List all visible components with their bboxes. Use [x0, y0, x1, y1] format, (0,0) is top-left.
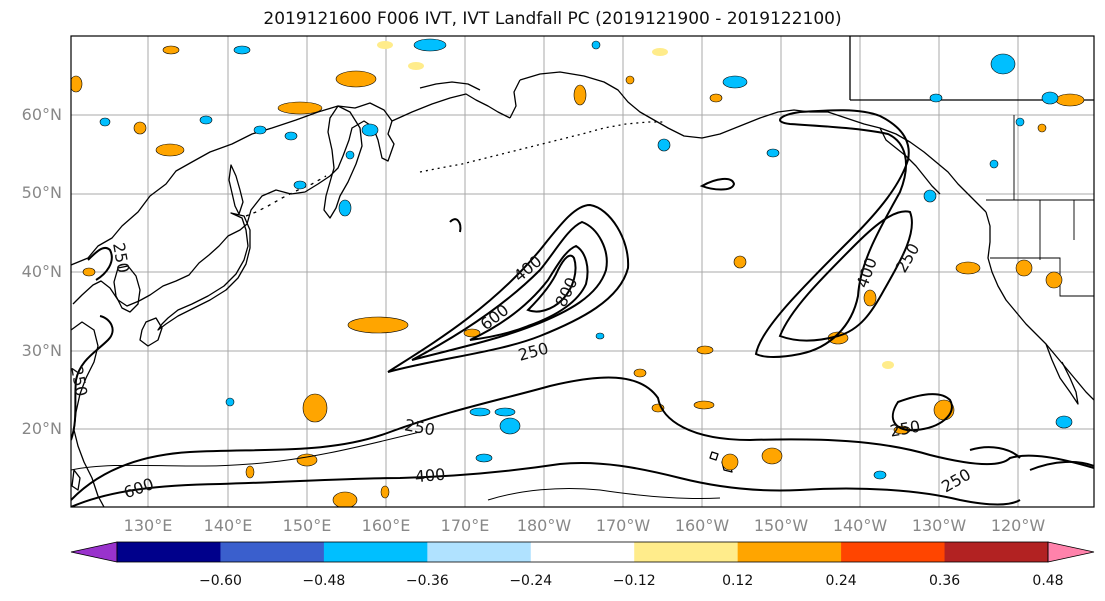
- lon-label: 130°W: [912, 516, 967, 535]
- lat-label-30n: 30°N: [22, 341, 62, 360]
- lon-label: 170°W: [596, 516, 651, 535]
- lon-labels: 130°E 140°E 150°E 160°E 170°E 180°W 170°W 160°W…: [124, 516, 1046, 535]
- colorbar-segment: [944, 542, 1049, 562]
- contour-label: 400: [414, 465, 446, 487]
- lon-label: 150°E: [283, 516, 332, 535]
- political-borders: [849, 36, 1094, 297]
- lon-label: 150°W: [754, 516, 809, 535]
- negative-anomalies: [99, 38, 1073, 480]
- lat-label-40n: 40°N: [22, 262, 62, 281]
- colorbar-extend-low: [70, 541, 118, 563]
- lat-label-50n: 50°N: [22, 183, 62, 202]
- colorbar-segment: [530, 542, 635, 562]
- colorbar-tick-label: −0.60: [199, 573, 242, 589]
- lon-label: 180°W: [517, 516, 572, 535]
- colorbar-tick-label: −0.36: [406, 573, 449, 589]
- ivt-contours-thin: [71, 431, 721, 501]
- colorbar-tick-labels: −0.60 −0.48 −0.36 −0.24 −0.12 0.12 0.24 0.36 0.4…: [199, 573, 1064, 589]
- graticule: [71, 36, 1094, 507]
- colorbar-segment: [427, 542, 532, 562]
- colorbar-extend-high: [1047, 541, 1095, 563]
- lon-label: 130°E: [124, 516, 173, 535]
- lon-label: 120°W: [991, 516, 1046, 535]
- colorbar-segment: [220, 542, 325, 562]
- lat-label-60n: 60°N: [22, 105, 62, 124]
- map-title: 2019121600 F006 IVT, IVT Landfall PC (20…: [263, 9, 842, 29]
- lon-label: 160°W: [675, 516, 730, 535]
- colorbar-tick-label: 0.36: [929, 573, 960, 589]
- lat-label-20n: 20°N: [22, 419, 62, 438]
- ivt-contours: [71, 109, 1094, 507]
- shaded-contours: [71, 38, 1085, 507]
- positive-anomalies: [71, 45, 1085, 507]
- colorbar-tick-label: 0.48: [1032, 573, 1063, 589]
- light-positive: [377, 41, 894, 369]
- colorbar-frame: [116, 541, 1049, 563]
- colorbar-tick-label: −0.48: [302, 573, 345, 589]
- colorbar-segment: [737, 542, 842, 562]
- colorbar-segment: [323, 542, 428, 562]
- colorbar: [70, 541, 1095, 563]
- lon-label: 140°W: [833, 516, 888, 535]
- colorbar-tick-label: 0.12: [722, 573, 753, 589]
- lat-labels: 60°N 50°N 40°N 30°N 20°N: [22, 105, 62, 438]
- colorbar-segment: [117, 542, 221, 562]
- colorbar-segment: [634, 542, 739, 562]
- colorbar-segment: [841, 542, 946, 562]
- colorbar-tick-label: 0.24: [826, 573, 857, 589]
- map-border: [70, 35, 1095, 508]
- colorbar-tick-label: −0.12: [613, 573, 656, 589]
- lon-label: 170°E: [441, 516, 490, 535]
- lon-label: 140°E: [204, 516, 253, 535]
- contour-label: 250: [67, 365, 91, 398]
- colorbar-tick-label: −0.24: [509, 573, 552, 589]
- lon-label: 160°E: [362, 516, 411, 535]
